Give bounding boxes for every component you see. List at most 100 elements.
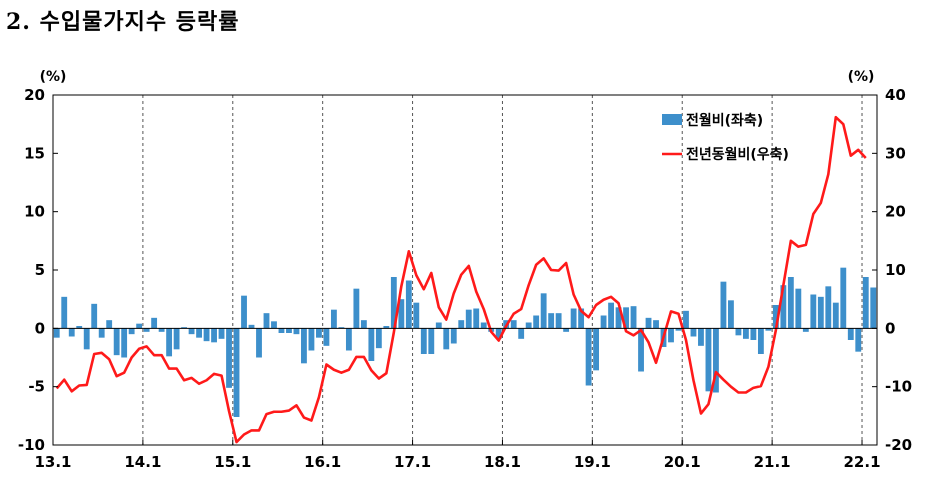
- bar: [465, 309, 472, 329]
- right-tick-label: 0: [885, 319, 895, 337]
- bar: [600, 315, 607, 329]
- bar: [91, 303, 98, 329]
- x-tick-label: 22.1: [844, 453, 881, 471]
- bar: [203, 328, 210, 342]
- left-tick-label: 10: [24, 203, 45, 221]
- bar: [375, 328, 382, 349]
- bar: [53, 328, 60, 338]
- bar: [473, 308, 480, 329]
- bar: [668, 328, 674, 343]
- bar: [398, 299, 405, 329]
- bar: [533, 315, 540, 329]
- right-unit-label: (%): [848, 69, 875, 85]
- bar: [301, 328, 307, 364]
- right-tick-label: -10: [885, 378, 912, 396]
- bar: [817, 296, 824, 329]
- bar: [870, 287, 877, 329]
- bar: [113, 328, 120, 356]
- bar: [855, 328, 862, 352]
- left-tick-label: 0: [35, 319, 45, 337]
- bar: [795, 288, 802, 329]
- bar: [593, 328, 600, 371]
- bar: [158, 328, 165, 332]
- bar: [705, 328, 712, 392]
- legend-line-label: 전년동월비(우축): [686, 146, 789, 163]
- bar: [106, 320, 113, 329]
- bar: [405, 280, 412, 329]
- bar: [68, 328, 75, 337]
- bar: [83, 328, 90, 350]
- bar: [188, 328, 195, 335]
- x-tick-label: 21.1: [754, 453, 791, 471]
- right-tick-label: 40: [885, 86, 906, 104]
- bar: [645, 317, 652, 329]
- bar: [623, 307, 629, 329]
- bar: [548, 313, 555, 329]
- x-tick-label: 13.1: [34, 453, 71, 471]
- bar: [458, 320, 465, 329]
- bar: [638, 328, 644, 372]
- bar: [360, 320, 367, 329]
- right-tick-label: 10: [885, 261, 906, 279]
- bar: [211, 328, 217, 343]
- bar: [181, 327, 188, 329]
- bar: [555, 313, 562, 329]
- bar: [847, 328, 854, 340]
- bar-series: [53, 267, 877, 417]
- bar: [683, 310, 689, 329]
- line-path: [55, 115, 867, 444]
- bar: [525, 322, 532, 329]
- bar: [390, 277, 397, 329]
- legend: 전월비(좌축) 전년동월비(우축): [662, 112, 789, 163]
- bar: [630, 306, 637, 329]
- line-series: [55, 115, 867, 444]
- bar: [735, 328, 742, 336]
- left-tick-label: -10: [18, 436, 45, 454]
- bar: [495, 328, 502, 339]
- bar: [330, 309, 337, 329]
- right-tick-label: 20: [885, 203, 906, 221]
- bar: [772, 305, 779, 329]
- bar: [728, 300, 734, 329]
- bar: [810, 294, 817, 329]
- right-tick-label: -20: [885, 436, 912, 454]
- bar: [308, 328, 315, 351]
- bar: [825, 286, 832, 329]
- bar: [570, 308, 577, 329]
- bar: [840, 267, 847, 329]
- axes: 20 15 10 5 0 -5 -10 40 30 20 10 0 -10 -20 (%) (%) 13.1 14…: [18, 69, 912, 471]
- bar: [518, 328, 525, 339]
- bar: [338, 327, 345, 329]
- bar: [353, 288, 360, 329]
- bar: [780, 285, 787, 329]
- left-tick-label: 15: [24, 144, 45, 162]
- bar: [233, 328, 240, 417]
- bar: [750, 328, 757, 340]
- legend-bar-label: 전월비(좌축): [686, 112, 763, 129]
- bar: [690, 328, 697, 337]
- bar: [720, 281, 727, 329]
- bar: [121, 328, 128, 358]
- bar: [742, 328, 749, 339]
- bar: [226, 328, 232, 388]
- bar: [293, 328, 300, 335]
- bar: [450, 328, 457, 344]
- bar: [323, 328, 330, 346]
- bar: [76, 326, 83, 329]
- bar: [802, 328, 809, 332]
- bar: [413, 302, 420, 329]
- bar: [698, 328, 704, 346]
- x-tick-label: 20.1: [664, 453, 701, 471]
- bar: [428, 328, 435, 354]
- bar: [61, 296, 68, 329]
- bar: [368, 328, 375, 361]
- bar: [263, 313, 270, 329]
- grid: [142, 95, 863, 445]
- bar: [196, 328, 202, 338]
- bar: [832, 302, 839, 329]
- bar: [480, 322, 487, 329]
- bar: [248, 324, 255, 329]
- bar: [128, 328, 135, 335]
- legend-bar-swatch: [662, 114, 682, 125]
